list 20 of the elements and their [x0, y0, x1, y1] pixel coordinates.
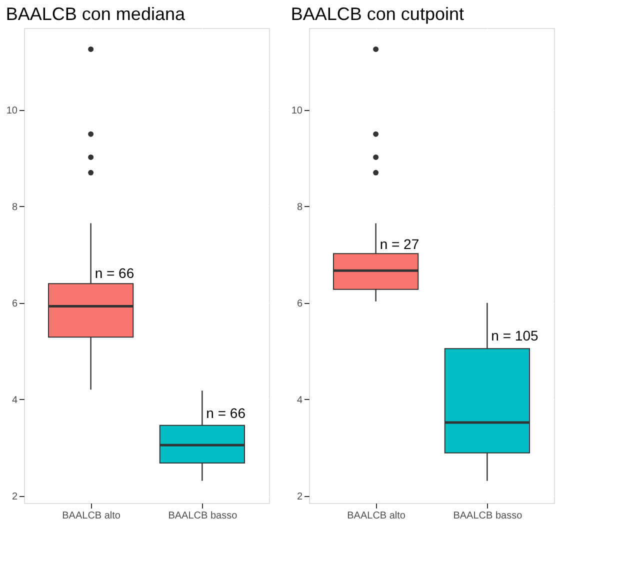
annotation: n = 66 [206, 404, 246, 421]
annotation: n = 27 [380, 236, 420, 252]
y-tick-label: 2 [296, 491, 303, 502]
y-tick-label: 10 [291, 105, 303, 116]
x-tick-label: BAALCB basso [453, 510, 523, 522]
y-tick-label: 4 [12, 394, 18, 406]
x-tick-label: BAALCB alto [62, 510, 121, 522]
y-tick-label: 4 [296, 394, 303, 406]
x-tick-label: BAALCB basso [168, 510, 238, 522]
y-tick-label: 10 [6, 105, 18, 116]
annotation: n = 105 [491, 328, 538, 344]
chart-title: BAALCB con mediana [6, 4, 186, 24]
x-tick-label: BAALCB alto [347, 510, 406, 522]
y-tick-label: 8 [296, 202, 303, 213]
y-tick-label: 2 [12, 491, 18, 502]
y-tick-label: 6 [296, 298, 303, 310]
annotation: n = 66 [94, 264, 134, 281]
y-tick-label: 8 [12, 202, 18, 213]
chart-title: BAALCB con cutpoint [290, 4, 464, 24]
y-tick-label: 6 [12, 298, 18, 310]
